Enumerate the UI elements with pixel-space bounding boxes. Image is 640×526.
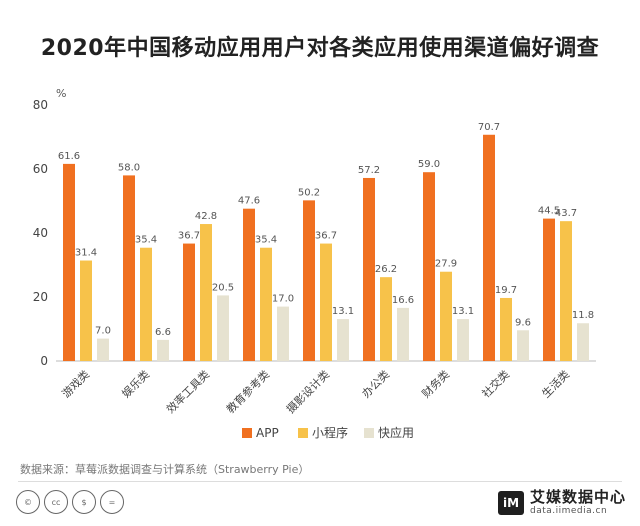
bar [380,277,392,361]
data-label: 42.8 [195,211,217,222]
y-tick-label: 20 [33,290,48,304]
y-tick-label: 0 [40,354,48,368]
data-label: 36.7 [178,231,200,242]
bar [217,295,229,361]
x-category-label: 游戏类 [59,367,92,400]
creative-commons-icon: cc [44,490,68,514]
bar [63,163,75,361]
bar [457,319,469,361]
bar [140,247,152,361]
data-label: 19.7 [495,285,517,296]
data-label: 16.6 [392,295,414,306]
data-label: 57.2 [358,165,380,176]
x-category-label: 社交类 [479,367,512,400]
brand-logo: iM 艾媒数据中心 data.iimedia.cn [497,488,626,516]
bar [500,297,512,361]
x-category-label: 效率工具类 [163,367,212,416]
no-derivatives-icon: = [100,490,124,514]
bar [337,319,349,361]
bar [183,243,195,361]
brand-mark-icon: iM [497,491,524,515]
data-label: 43.7 [555,208,577,219]
data-label: 31.4 [75,248,97,259]
data-label: 20.5 [212,282,234,293]
data-label: 7.0 [95,326,111,337]
data-label: 70.7 [478,122,500,133]
bar [440,271,452,361]
data-label: 13.1 [332,306,354,317]
bar [243,208,255,361]
x-category-label: 办公类 [359,367,392,400]
bar [423,172,435,361]
legend-label: 快应用 [378,425,414,440]
chart-title: 2020年中国移动应用用户对各类应用使用渠道偏好调查 [40,36,600,61]
legend-label: APP [256,426,279,440]
data-label: 44.5 [538,206,560,217]
bar [200,224,212,361]
x-category-label: 娱乐类 [119,367,152,400]
x-category-label: 摄影设计类 [283,367,332,416]
bar [517,330,529,361]
data-label: 26.2 [375,264,397,275]
data-source-note: 数据来源：草莓派数据调查与计算系统（Strawberry Pie） [20,463,310,476]
data-label: 27.9 [435,259,457,270]
data-label: 35.4 [255,235,277,246]
bar [397,307,409,361]
y-tick-label: 60 [33,162,48,176]
data-label: 6.6 [155,327,171,338]
footer-divider [18,481,622,482]
data-label: 35.4 [135,235,157,246]
legend-label: 小程序 [312,425,348,440]
x-category-label: 生活类 [539,367,572,400]
bar [577,323,589,361]
license-icons: © cc $ = [16,490,124,514]
x-category-label: 教育参考类 [223,367,272,416]
data-label: 13.1 [452,306,474,317]
bar [157,339,169,361]
legend-swatch [242,428,252,438]
data-label: 36.7 [315,231,337,242]
bar [80,260,92,361]
data-label: 58.0 [118,162,140,173]
data-label: 47.6 [238,196,260,207]
y-tick-label: 80 [33,98,48,112]
data-label: 9.6 [515,317,531,328]
data-label: 59.0 [418,159,440,170]
brand-name: 艾媒数据中心 [529,488,626,506]
brand-url: data.iimedia.cn [529,506,608,516]
data-label: 50.2 [298,187,320,198]
bar [303,200,315,361]
data-label: 11.8 [572,310,594,321]
noncommercial-icon: $ [72,490,96,514]
data-label: 61.6 [58,151,80,162]
data-label: 17.0 [272,294,294,305]
y-tick-label: 40 [33,226,48,240]
legend-swatch [364,428,374,438]
bar-chart: % 0 20 40 60 80 61.6 31.4 7.0 游戏类 58.0 35.4 6.6 娱乐类 36… [33,87,596,440]
bar [320,243,332,361]
bar [260,247,272,361]
bar [483,134,495,361]
bar [543,218,555,361]
bar [363,177,375,361]
copyright-icon: © [16,490,40,514]
y-axis-unit-label: % [56,87,66,100]
bar [123,175,135,361]
bar [560,221,572,361]
bar [97,338,109,361]
legend-swatch [298,428,308,438]
x-category-label: 财务类 [419,367,452,400]
bar [277,306,289,361]
